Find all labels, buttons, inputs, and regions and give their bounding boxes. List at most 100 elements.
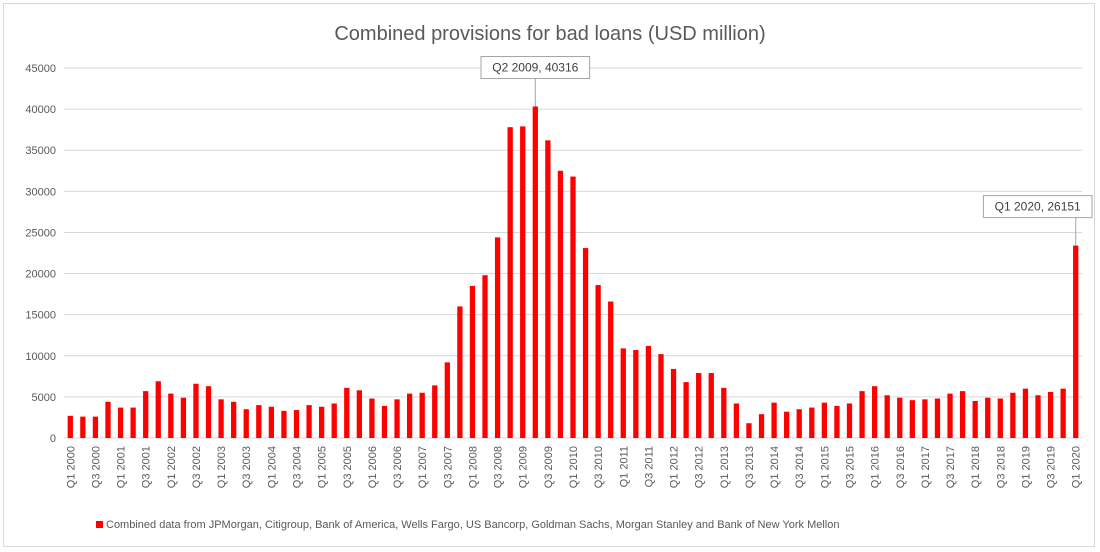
bar xyxy=(733,403,740,438)
y-tick-label: 20000 xyxy=(25,269,56,281)
bar xyxy=(155,381,161,438)
y-tick-label: 40000 xyxy=(25,104,56,116)
bar xyxy=(884,395,890,438)
x-tick-label: Q1 2012 xyxy=(669,446,681,488)
bar xyxy=(633,350,639,438)
x-tick-label: Q1 2013 xyxy=(719,446,731,488)
bar xyxy=(545,140,551,438)
bar xyxy=(469,285,476,438)
bar xyxy=(620,348,626,438)
callout-label: Q1 2020, 26151 xyxy=(995,200,1081,214)
x-tick-label: Q1 2020 xyxy=(1071,446,1083,488)
bar xyxy=(432,385,438,438)
bar xyxy=(683,382,689,438)
bar xyxy=(821,402,827,438)
x-axis-ticks: Q1 2000 Q3 2000 Q1 2001 Q3 2001 Q1 2002 Q3 20… xyxy=(65,446,1082,488)
x-tick-label: Q1 2010 xyxy=(568,446,580,488)
x-tick-label: Q1 2019 xyxy=(1020,446,1032,488)
bar xyxy=(846,403,853,438)
bar xyxy=(784,411,790,438)
bar xyxy=(256,405,262,438)
bar xyxy=(746,423,752,438)
bar xyxy=(419,392,425,438)
bar xyxy=(80,416,86,438)
bar xyxy=(985,397,991,438)
bar xyxy=(771,402,777,438)
x-tick-label: Q3 2018 xyxy=(995,446,1007,488)
bar xyxy=(959,391,966,438)
bar xyxy=(608,301,614,438)
x-tick-label: Q1 2007 xyxy=(417,446,429,488)
x-tick-label: Q3 2016 xyxy=(895,446,907,488)
bar xyxy=(922,399,928,438)
x-tick-label: Q1 2015 xyxy=(819,446,831,488)
bar xyxy=(708,373,714,438)
x-tick-label: Q3 2003 xyxy=(241,446,253,488)
bar xyxy=(595,285,601,438)
x-tick-label: Q1 2017 xyxy=(920,446,932,488)
x-tick-label: Q3 2019 xyxy=(1046,446,1058,488)
bar xyxy=(507,127,513,438)
bar xyxy=(670,368,677,438)
y-tick-label: 15000 xyxy=(25,310,56,322)
legend-label: Combined data from JPMorgan, Citigroup, … xyxy=(106,519,840,531)
x-tick-label: Q3 2015 xyxy=(844,446,856,488)
bar xyxy=(130,407,136,438)
y-tick-label: 25000 xyxy=(25,227,56,239)
y-tick-label: 0 xyxy=(50,433,56,445)
bar xyxy=(92,416,99,438)
x-tick-label: Q3 2006 xyxy=(392,446,404,488)
bar xyxy=(658,354,664,438)
bar xyxy=(520,126,526,438)
bar xyxy=(319,406,325,438)
x-tick-label: Q3 2002 xyxy=(191,446,203,488)
bar xyxy=(394,399,400,438)
x-tick-label: Q1 2001 xyxy=(116,446,128,488)
bar xyxy=(796,409,802,438)
legend-swatch xyxy=(96,521,103,528)
callout-label: Q2 2009, 40316 xyxy=(492,61,578,75)
y-tick-label: 10000 xyxy=(25,351,56,363)
bar xyxy=(897,397,903,438)
bar xyxy=(1022,388,1029,438)
bar xyxy=(997,398,1003,438)
x-tick-label: Q3 2005 xyxy=(342,446,354,488)
y-axis-ticks: 0 5000 10000 15000 20000 25000 30000 35000 40000… xyxy=(25,63,56,445)
bar xyxy=(105,401,111,438)
bar xyxy=(369,398,375,438)
bar xyxy=(268,406,275,438)
x-tick-label: Q1 2003 xyxy=(216,446,228,488)
bar xyxy=(168,393,174,438)
x-tick-label: Q3 2009 xyxy=(543,446,555,488)
bar xyxy=(281,410,287,438)
x-tick-label: Q1 2005 xyxy=(317,446,329,488)
x-tick-label: Q1 2016 xyxy=(870,446,882,488)
y-tick-label: 5000 xyxy=(32,392,56,404)
bar xyxy=(67,415,73,438)
bars xyxy=(67,106,1079,439)
bar xyxy=(117,407,124,438)
bar xyxy=(1060,388,1066,438)
x-tick-label: Q3 2001 xyxy=(141,446,153,488)
x-tick-label: Q1 2006 xyxy=(367,446,379,488)
bar xyxy=(356,390,362,438)
bar xyxy=(570,176,576,439)
bar xyxy=(1073,245,1079,438)
bar xyxy=(331,403,337,438)
x-tick-label: Q3 2007 xyxy=(442,446,454,488)
x-tick-label: Q3 2012 xyxy=(694,446,706,488)
bar xyxy=(1035,395,1041,438)
x-tick-label: Q1 2014 xyxy=(769,446,781,488)
x-tick-label: Q3 2010 xyxy=(593,446,605,488)
x-tick-label: Q1 2000 xyxy=(65,446,77,488)
bar xyxy=(381,405,388,438)
x-tick-label: Q3 2014 xyxy=(794,446,806,488)
bar xyxy=(193,383,199,438)
x-tick-label: Q1 2008 xyxy=(467,446,479,488)
y-tick-label: 45000 xyxy=(25,63,56,75)
bar xyxy=(344,387,350,438)
bar xyxy=(947,393,953,438)
bar xyxy=(180,397,187,438)
bar xyxy=(582,248,589,438)
